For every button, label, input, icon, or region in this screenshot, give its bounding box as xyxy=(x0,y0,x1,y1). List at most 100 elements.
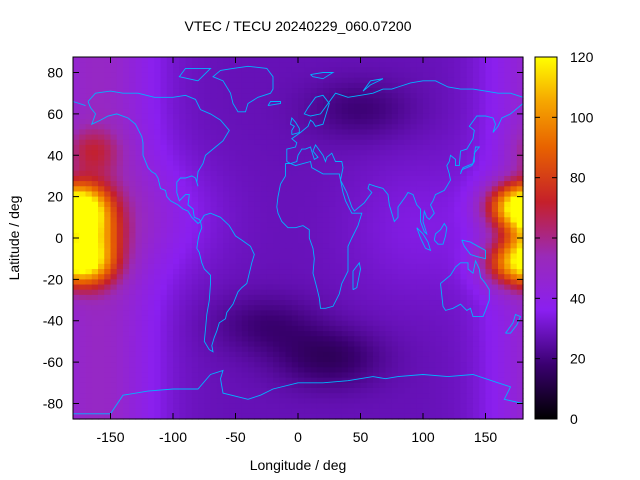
heatmap-cell xyxy=(310,346,318,353)
heatmap-cell xyxy=(73,129,80,136)
heatmap-cell xyxy=(373,77,380,84)
heatmap-cell xyxy=(441,248,449,255)
heatmap-cell xyxy=(348,181,355,187)
heatmap-cell xyxy=(291,212,299,218)
heatmap-cell xyxy=(298,191,305,198)
heatmap-cell xyxy=(385,372,393,379)
heatmap-cell xyxy=(248,413,255,420)
heatmap-cell xyxy=(485,398,493,405)
heatmap-cell xyxy=(79,253,87,260)
heatmap-cell xyxy=(341,160,349,167)
heatmap-cell xyxy=(229,315,237,322)
heatmap-cell xyxy=(291,331,299,337)
heatmap-cell xyxy=(510,232,518,239)
heatmap-cell xyxy=(298,372,305,379)
heatmap-cell xyxy=(91,134,99,141)
heatmap-cell xyxy=(385,77,393,84)
heatmap-cell xyxy=(460,155,468,162)
heatmap-cell xyxy=(379,387,387,394)
heatmap-cell xyxy=(148,212,155,218)
heatmap-cell xyxy=(141,67,149,74)
heatmap-cell xyxy=(285,305,293,311)
heatmap-cell xyxy=(216,98,224,105)
heatmap-cell xyxy=(216,310,224,317)
heatmap-cell xyxy=(179,165,187,172)
heatmap-cell xyxy=(423,331,430,337)
heatmap-cell xyxy=(79,351,87,358)
heatmap-cell xyxy=(498,284,505,291)
heatmap-cell xyxy=(98,356,105,363)
heatmap-cell xyxy=(279,196,287,203)
heatmap-cell xyxy=(160,227,168,234)
heatmap-cell xyxy=(366,155,374,162)
heatmap-cell xyxy=(154,124,162,130)
heatmap-cell xyxy=(123,320,130,327)
heatmap-cell xyxy=(335,367,343,374)
heatmap-cell xyxy=(316,150,324,156)
heatmap-cell xyxy=(373,356,380,363)
heatmap-cell xyxy=(73,325,80,332)
heatmap-cell xyxy=(510,331,518,337)
heatmap-cell xyxy=(316,144,324,151)
heatmap-cell xyxy=(516,77,524,84)
heatmap-cell xyxy=(304,175,312,182)
heatmap-cell xyxy=(204,196,212,203)
heatmap-cell xyxy=(360,398,368,405)
heatmap-cell xyxy=(504,325,512,332)
heatmap-cell xyxy=(323,67,330,74)
heatmap-cell xyxy=(498,57,505,63)
heatmap-cell xyxy=(416,362,424,368)
heatmap-cell xyxy=(141,175,149,182)
heatmap-cell xyxy=(198,294,205,301)
heatmap-cell xyxy=(135,124,143,130)
heatmap-cell xyxy=(116,108,124,115)
heatmap-cell xyxy=(104,315,112,322)
heatmap-cell xyxy=(185,393,193,399)
heatmap-cell xyxy=(341,356,349,363)
heatmap-cell xyxy=(254,315,262,322)
heatmap-cell xyxy=(510,393,518,399)
heatmap-cell xyxy=(229,217,237,224)
heatmap-cell xyxy=(241,196,249,203)
heatmap-cell xyxy=(273,238,280,244)
heatmap-cell xyxy=(366,119,374,125)
heatmap-cell xyxy=(479,134,487,141)
heatmap-cell xyxy=(466,62,474,68)
heatmap-cell xyxy=(329,331,337,337)
heatmap-cell xyxy=(223,119,230,125)
heatmap-cell xyxy=(298,72,305,79)
heatmap-cell xyxy=(148,243,155,249)
heatmap-cell xyxy=(460,206,468,213)
heatmap-cell xyxy=(210,93,218,99)
heatmap-cell xyxy=(460,248,468,255)
heatmap-cell xyxy=(110,398,118,405)
heatmap-cell xyxy=(204,279,212,286)
heatmap-cell xyxy=(85,232,93,239)
heatmap-cell xyxy=(298,387,305,394)
heatmap-cell xyxy=(166,372,174,379)
heatmap-cell xyxy=(291,289,299,296)
heatmap-cell xyxy=(404,336,412,343)
heatmap-cell xyxy=(123,341,130,348)
heatmap-cell xyxy=(360,387,368,394)
heatmap-cell xyxy=(148,160,155,167)
heatmap-cell xyxy=(491,103,499,110)
heatmap-cell xyxy=(110,186,118,193)
heatmap-cell xyxy=(91,227,99,234)
heatmap-cell xyxy=(229,175,237,182)
heatmap-cell xyxy=(116,67,124,74)
heatmap-cell xyxy=(160,325,168,332)
heatmap-cell xyxy=(166,377,174,384)
heatmap-cell xyxy=(379,186,387,193)
heatmap-cell xyxy=(185,356,193,363)
heatmap-cell xyxy=(410,351,418,358)
heatmap-cell xyxy=(291,253,299,260)
heatmap-cell xyxy=(104,165,112,172)
heatmap-cell xyxy=(104,134,112,141)
heatmap-cell xyxy=(116,124,124,130)
heatmap-cell xyxy=(410,362,418,368)
heatmap-cell xyxy=(448,124,455,130)
heatmap-cell xyxy=(173,72,180,79)
heatmap-cell xyxy=(173,191,180,198)
heatmap-cell xyxy=(466,119,474,125)
